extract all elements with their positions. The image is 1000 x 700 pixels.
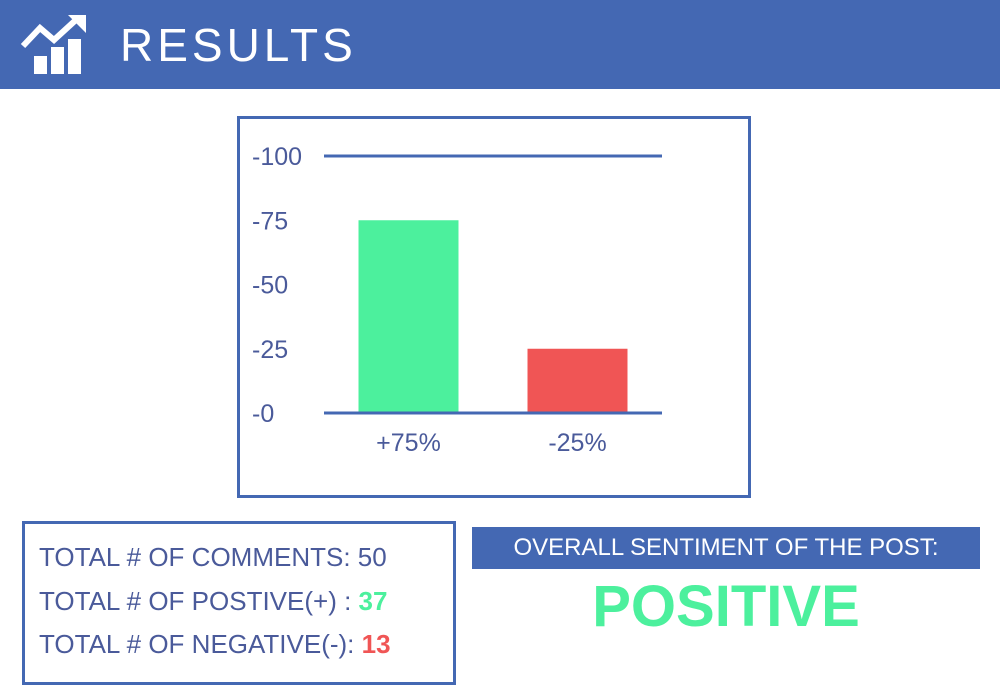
total-positive-line: TOTAL # OF POSTIVE(+) : 37 [39,586,387,616]
header-bar: RESULTS [0,0,1000,89]
total-negative-line: TOTAL # OF NEGATIVE(-): 13 [39,629,391,659]
total-negative-label: TOTAL # OF NEGATIVE(-): [39,629,362,659]
page-title: RESULTS [120,19,357,71]
chart-panel: -100 -75 -50 -25 -0 +75% -25% [237,116,751,498]
y-tick-label: -100 [252,143,302,171]
bar [358,220,459,413]
y-tick-label: -25 [252,336,288,364]
total-comments-line: TOTAL # OF COMMENTS: 50 [39,542,387,572]
total-negative-value: 13 [361,629,391,659]
total-positive-label: TOTAL # OF POSTIVE(+) : [39,586,359,616]
bar [527,348,628,413]
y-tick-label: -50 [252,272,288,300]
total-comments-label: TOTAL # OF COMMENTS: [39,542,358,572]
y-tick-label: -0 [252,400,274,428]
total-comments-value: 50 [357,542,387,572]
x-tick-label: -25% [548,429,606,457]
sentiment-value: POSITIVE [592,574,860,639]
stats-panel: TOTAL # OF COMMENTS: 50 TOTAL # OF POSTI… [22,521,456,685]
total-positive-value: 37 [358,586,388,616]
y-tick-label: -75 [252,207,288,235]
chart-growth-icon [20,15,86,74]
sentiment-label: OVERALL SENTIMENT OF THE POST: [472,527,980,569]
x-tick-label: +75% [376,429,441,457]
bar-chart: -100 -75 -50 -25 -0 +75% -25% [252,143,662,457]
